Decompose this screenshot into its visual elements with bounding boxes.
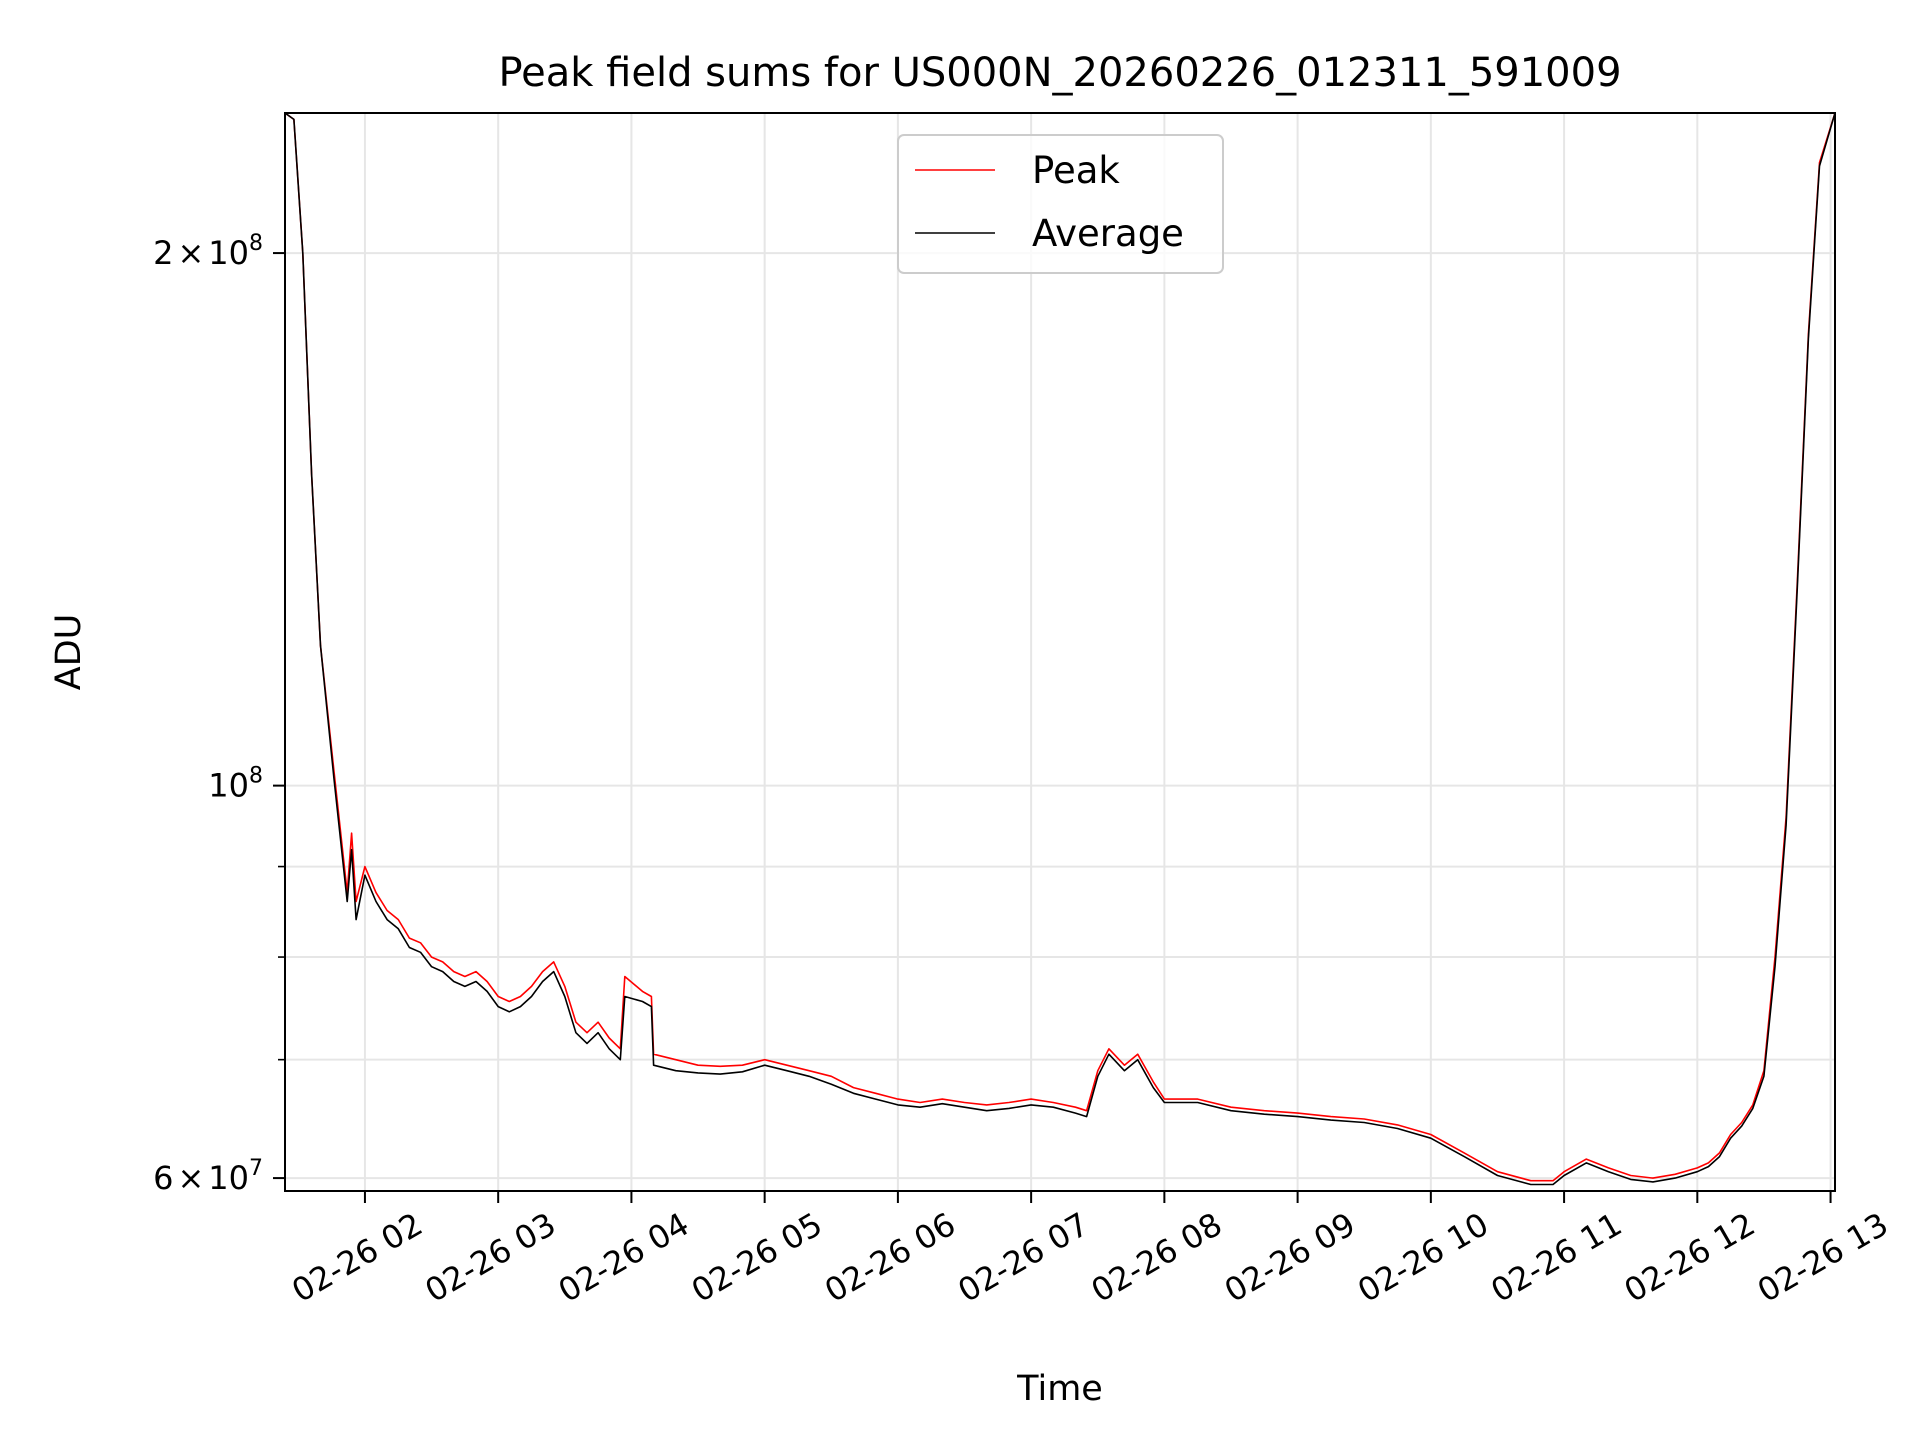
x-axis-label: Time bbox=[1016, 1369, 1103, 1409]
series-line-average bbox=[285, 113, 1835, 1186]
y-tick-label: 6 × 107 bbox=[153, 1156, 263, 1197]
legend-label-average: Average bbox=[1032, 212, 1184, 255]
legend: Peak Average bbox=[897, 134, 1224, 274]
grid-lines bbox=[285, 113, 1835, 1191]
series-layer bbox=[285, 113, 1835, 1186]
chart-title: Peak field sums for US000N_20260226_0123… bbox=[498, 50, 1621, 96]
legend-label-peak: Peak bbox=[1032, 149, 1120, 192]
y-axis-label: ADU bbox=[49, 614, 89, 691]
plot-frame bbox=[284, 112, 1836, 1192]
y-axis-ticks: 6 × 107 108 2 × 108 bbox=[153, 231, 285, 1197]
series-line-peak bbox=[285, 113, 1835, 1182]
y-tick-label: 2 × 108 bbox=[153, 231, 263, 272]
y-tick-label: 108 bbox=[208, 764, 263, 805]
